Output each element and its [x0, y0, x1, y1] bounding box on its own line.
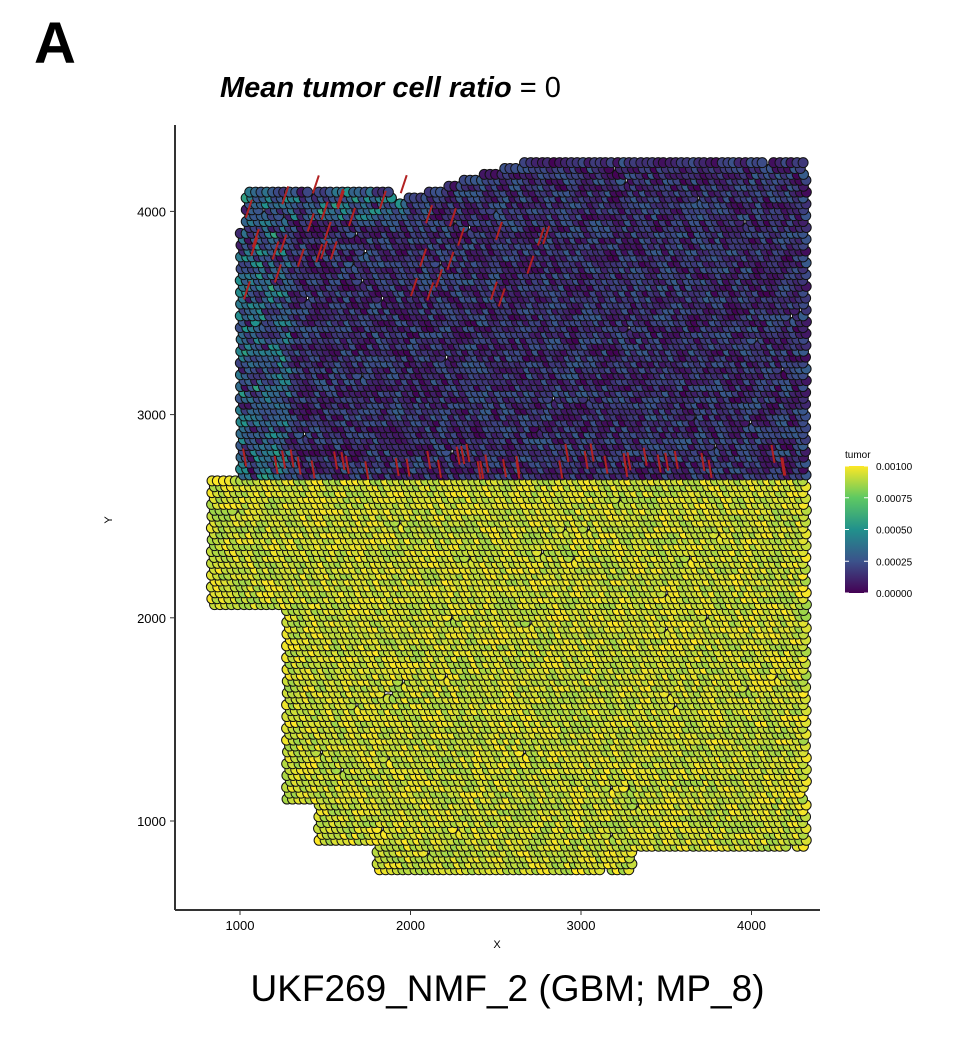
title-rest: = 0 [511, 72, 561, 104]
y-tick-label: 1000 [137, 814, 166, 829]
title-bold: Mean tumor cell ratio [220, 72, 512, 104]
spots [205, 157, 812, 876]
x-tick-label: 2000 [396, 918, 425, 933]
x-axis-label: X [493, 939, 501, 951]
x-tick-label: 1000 [226, 918, 255, 933]
panel-label: A [34, 11, 76, 76]
y-tick-label: 4000 [137, 204, 166, 219]
y-tick-label: 2000 [137, 611, 166, 626]
x-tick-label: 3000 [567, 918, 596, 933]
y-tick-label: 3000 [137, 408, 166, 423]
chart-title: Mean tumor cell ratio = 0 [220, 72, 561, 105]
x-tick-label: 4000 [737, 918, 766, 933]
y-axis-label: Y [103, 516, 115, 524]
